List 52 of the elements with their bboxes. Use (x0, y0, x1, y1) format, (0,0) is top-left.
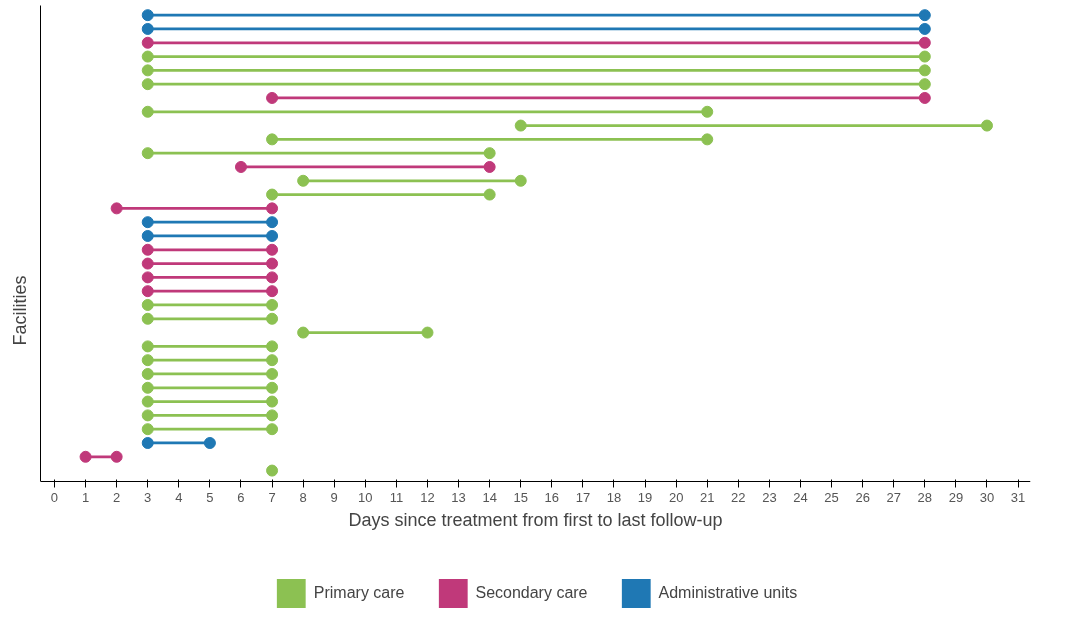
x-tick-label: 9 (330, 489, 338, 505)
point (203, 437, 216, 449)
x-tick-label: 30 (979, 489, 995, 505)
legend-label: Administrative units (658, 583, 798, 603)
x-tick-label: 6 (237, 489, 245, 505)
x-tick-label: 12 (420, 489, 435, 505)
point (141, 22, 154, 35)
x-tick-label: 0 (50, 489, 59, 505)
x-tick-label: 19 (637, 489, 653, 505)
x-tick-label: 27 (886, 489, 901, 505)
x-tick-label: 8 (299, 489, 307, 505)
x-tick-label: 7 (268, 489, 276, 505)
x-tick-label: 20 (668, 489, 684, 505)
point (234, 160, 247, 173)
x-tick-label: 15 (513, 489, 528, 505)
x-tick-label: 3 (144, 489, 152, 505)
x-tick-label: 29 (948, 489, 964, 505)
x-tick-label: 10 (358, 489, 373, 505)
y-axis-title: Facilities (9, 275, 30, 346)
x-tick-label: 22 (731, 489, 746, 505)
x-tick-label: 13 (451, 489, 466, 505)
point (918, 22, 931, 35)
x-tick-label: 16 (544, 489, 560, 505)
point (266, 368, 279, 380)
x-tick-label: 24 (793, 489, 808, 505)
point (266, 229, 279, 242)
x-tick-label: 21 (700, 489, 715, 505)
point (141, 437, 154, 449)
x-tick-label: 14 (482, 489, 497, 505)
point (141, 298, 154, 311)
legend-label: Primary care (313, 583, 405, 603)
legend-label: Secondary care (475, 583, 588, 603)
x-tick-label: 18 (606, 489, 622, 505)
x-tick-label: 23 (762, 489, 777, 505)
point (266, 464, 279, 477)
point (141, 229, 154, 242)
point (918, 91, 931, 104)
x-tick-label: 2 (113, 489, 121, 505)
x-tick-label: 31 (1010, 489, 1026, 505)
point (141, 368, 154, 380)
x-tick-label: 11 (389, 489, 404, 505)
x-tick-label: 26 (855, 489, 870, 505)
x-tick-label: 25 (824, 489, 839, 505)
x-axis-title: Days since treatment from first to last follow-up (348, 509, 723, 530)
x-tick-label: 5 (206, 489, 214, 505)
point (266, 91, 279, 104)
x-tick-label: 28 (917, 489, 933, 505)
point (483, 160, 496, 173)
x-tick-label: 4 (175, 489, 183, 505)
x-tick-label: 1 (81, 489, 90, 505)
point (266, 298, 279, 311)
x-tick-label: 17 (575, 489, 591, 505)
